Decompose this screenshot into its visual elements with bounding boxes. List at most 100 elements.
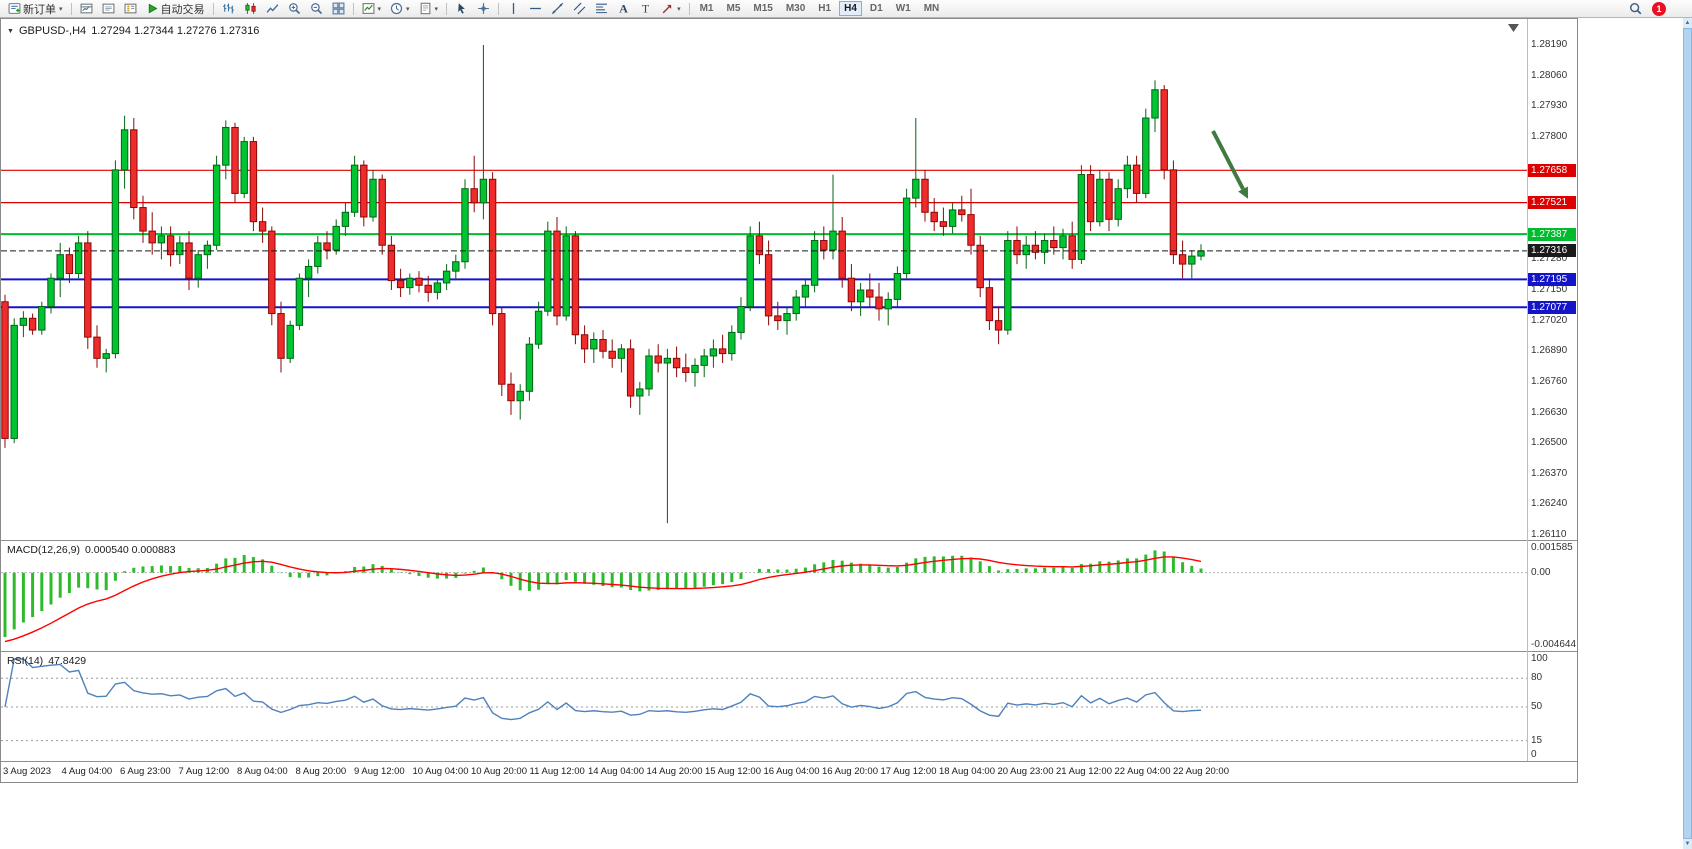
price-tick: 1.27930 (1531, 100, 1568, 112)
cursor-button[interactable] (451, 1, 472, 17)
time-label: 22 Aug 04:00 (1114, 766, 1171, 777)
timeframe-w1-button[interactable]: W1 (891, 1, 916, 16)
autotrading-label: 自动交易 (160, 3, 205, 16)
price-tick: 1.26110 (1531, 529, 1567, 540)
horizontal-lines-layer[interactable] (1, 169, 1527, 309)
time-label: 16 Aug 04:00 (763, 766, 820, 777)
template-icon (420, 2, 430, 15)
equidistant-channel-button[interactable] (569, 1, 590, 17)
scroll-down-icon[interactable]: ▼ (1684, 841, 1691, 847)
new-order-button[interactable]: 新订单 ▾ (4, 1, 67, 17)
autotrading-button[interactable]: 自动交易 (142, 1, 209, 17)
rsi-panel[interactable] (1, 652, 1527, 761)
indicator-scale-label: 80 (1531, 672, 1543, 684)
timeframe-h4-button[interactable]: H4 (839, 1, 862, 16)
zoom-in-button[interactable] (284, 1, 305, 17)
timeframe-m1-button[interactable]: M1 (695, 1, 719, 16)
time-label: 20 Aug 23:00 (997, 766, 1054, 777)
navigator-icon (124, 3, 136, 14)
price-chart[interactable] (1, 19, 1527, 540)
notification-badge[interactable]: 1 (1652, 1, 1666, 16)
trend-arrow-annotation[interactable] (1211, 130, 1249, 199)
time-label: 18 Aug 04:00 (939, 766, 995, 777)
fibonacci-retracement-button[interactable] (591, 1, 612, 17)
indicator-scale-label: 100 (1531, 653, 1548, 664)
time-label: 7 Aug 12:00 (178, 766, 230, 777)
scroll-to-end-marker[interactable] (1508, 24, 1519, 32)
price-tick: 1.26370 (1531, 467, 1568, 479)
price-tick: 1.27800 (1531, 130, 1568, 142)
price-level-badge: 1.27077 (1528, 300, 1576, 314)
indicator-scale-label: 0.00 (1531, 566, 1551, 578)
trendline-button[interactable] (547, 1, 568, 17)
arrow-icon (662, 4, 672, 14)
price-level-badge: 1.27658 (1528, 163, 1576, 177)
text-label-button[interactable]: T (635, 1, 656, 17)
ohlc-quote-text: 1.27294 1.27344 1.27276 1.27316 (91, 25, 260, 37)
macd-histogram (3, 550, 1203, 637)
price-level-badge: 1.27195 (1528, 272, 1576, 286)
svg-text:T: T (642, 2, 650, 15)
vertical-scrollbar[interactable]: ▲ ▼ (1683, 18, 1692, 849)
horizontal-line-button[interactable] (525, 1, 546, 17)
timeframe-h1-button[interactable]: H1 (813, 1, 836, 16)
price-tick: 1.26760 (1531, 375, 1568, 387)
indicator-scale-label: 0.001585 (1531, 542, 1573, 553)
rsi-line (4, 658, 1202, 721)
price-axis[interactable]: 1.28190 1.28060 1.27930 1.27800 1.27280 1.271… (1528, 19, 1577, 760)
price-tick: 1.26500 (1531, 437, 1568, 449)
search-button[interactable] (1625, 1, 1646, 17)
navigator-button[interactable] (120, 1, 141, 17)
price-axis-border (1527, 19, 1528, 761)
timeframe-mn-button[interactable]: MN (919, 1, 945, 16)
price-tick: 1.27280 (1531, 253, 1568, 265)
new-chart-button[interactable]: ▾ (358, 1, 386, 17)
candles-icon (244, 3, 256, 14)
new-order-label: 新订单 (23, 3, 56, 16)
crosshair-button[interactable] (473, 1, 494, 17)
time-label: 21 Aug 12:00 (1056, 766, 1112, 777)
price-tick: 1.26630 (1531, 406, 1568, 418)
periods-button[interactable]: ▾ (386, 1, 414, 17)
panel-separator (1, 761, 1577, 762)
macd-indicator-label: MACD(12,26,9) 0.000540 0.000883 (7, 544, 175, 556)
text-button[interactable]: A (613, 1, 634, 17)
time-label: 22 Aug 20:00 (1173, 766, 1229, 777)
rsi-title: RSI(14) (7, 655, 44, 667)
scrollbar-thumb[interactable] (1683, 28, 1692, 839)
time-label: 10 Aug 04:00 (412, 766, 469, 777)
arrows-tool-button[interactable]: ▾ (657, 1, 685, 17)
price-level-badge: 1.27387 (1528, 227, 1576, 241)
timeframe-d1-button[interactable]: D1 (865, 1, 888, 16)
vertical-line-button[interactable] (503, 1, 524, 17)
caret-down-icon: ▾ (59, 5, 63, 13)
data-window-button[interactable] (98, 1, 119, 17)
scroll-up-icon[interactable]: ▲ (1684, 20, 1691, 26)
timeframe-m5-button[interactable]: M5 (721, 1, 745, 16)
toolbar-separator (688, 2, 690, 15)
templates-button[interactable]: ▾ (415, 1, 443, 17)
bar-chart-button[interactable] (218, 1, 239, 17)
time-label: 9 Aug 12:00 (354, 766, 405, 777)
symbol-dropdown-icon[interactable]: ▼ (7, 27, 14, 35)
price-tick: 1.27150 (1531, 284, 1568, 295)
timeframe-m15-button[interactable]: M15 (748, 1, 777, 16)
panel-separator[interactable] (1, 540, 1577, 541)
timeframe-m30-button[interactable]: M30 (781, 1, 810, 16)
panel-separator[interactable] (1, 651, 1577, 652)
time-label: 11 Aug 12:00 (529, 766, 585, 777)
candles-layer (1, 45, 1205, 524)
svg-text:A: A (619, 2, 628, 15)
time-label: 8 Aug 20:00 (295, 766, 347, 777)
text-t-icon: T (642, 2, 650, 15)
tile-windows-button[interactable] (328, 1, 349, 17)
candlestick-chart-button[interactable] (240, 1, 261, 17)
zoom-out-button[interactable] (306, 1, 327, 17)
time-axis[interactable]: 3 Aug 2023 4 Aug 04:00 6 Aug 23:00 7 Aug 12… (1, 762, 1577, 781)
line-chart-button[interactable] (262, 1, 283, 17)
caret-down-icon: ▾ (434, 5, 439, 13)
market-watch-button[interactable] (76, 1, 97, 17)
time-label: 4 Aug 04:00 (61, 766, 113, 777)
toolbar-separator (70, 2, 72, 15)
macd-panel[interactable] (1, 541, 1527, 651)
